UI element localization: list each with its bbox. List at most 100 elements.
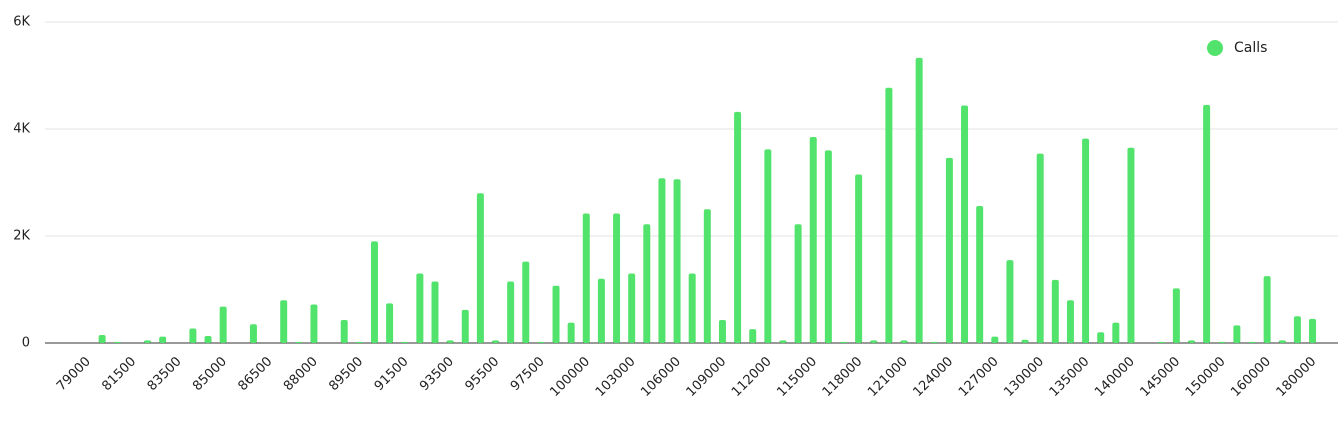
bar [794,224,802,343]
bar [718,319,726,343]
x-tick-label: 150000 [1183,354,1229,400]
bar [930,341,938,343]
bar [900,340,908,343]
bar [446,340,454,343]
bar [976,206,984,343]
bar [1006,260,1014,343]
bar [749,329,757,343]
bar [1263,276,1271,343]
bar [370,241,378,343]
bar [1082,138,1090,343]
bar [1157,341,1165,343]
x-tick-label: 88000 [281,354,321,394]
bar [1097,332,1105,343]
bar [249,324,257,343]
bar [885,87,893,344]
bar [476,193,484,343]
bar [1309,318,1317,343]
x-tick-label: 124000 [911,354,957,400]
x-tick-label: 106000 [638,354,684,400]
bar [295,341,303,343]
bar [991,336,999,343]
bar [1021,339,1029,343]
bar [824,150,832,343]
x-tick-label: 103000 [593,354,639,400]
x-tick-label: 115000 [774,354,820,400]
bar [113,341,121,343]
bar [1248,341,1256,343]
x-tick-label: 109000 [684,354,730,400]
bar [1293,316,1301,343]
y-tick-label: 6K [13,15,30,30]
x-tick-label: 79000 [54,354,94,394]
x-tick-label: 118000 [820,354,866,400]
bar [1233,325,1241,343]
bar [567,322,575,343]
bar [204,336,212,343]
x-tick-label: 180000 [1274,354,1320,400]
x-tick-label: 127000 [956,354,1002,400]
bar [1172,288,1180,343]
bar [280,300,288,343]
x-tick-label: 93500 [417,354,457,394]
x-tick-label: 86500 [236,354,276,394]
x-tick-label: 85000 [190,354,230,394]
bar [870,340,878,343]
x-tick-label: 89500 [326,354,366,394]
x-tick-label: 112000 [729,354,775,400]
x-tick-label: 130000 [1001,354,1047,400]
bar [507,281,515,343]
bar [1218,341,1226,343]
bar [416,273,424,343]
x-tick-label: 160000 [1228,354,1274,400]
bar [219,306,227,343]
x-tick-label: 81500 [99,354,139,394]
x-tick-label: 83500 [145,354,185,394]
bar [537,341,545,343]
bar [840,341,847,343]
bar [1203,104,1211,343]
x-tick-label: 145000 [1137,354,1183,400]
bar [98,334,106,343]
bar [658,178,666,343]
y-tick-label: 2K [13,229,30,244]
bar [401,341,409,343]
bar [552,285,560,343]
bar [688,273,696,343]
bar [855,174,863,343]
legend-label: Calls [1234,40,1267,56]
bar [340,319,348,343]
bar [613,213,621,343]
x-tick-label: 100000 [547,354,593,400]
bar [643,224,651,343]
bar [189,328,197,343]
x-tick-label: 121000 [865,354,911,400]
bar [461,309,469,343]
bar [915,57,923,343]
y-tick-label: 4K [13,122,30,137]
bar [734,111,742,343]
bar [961,105,969,344]
bar [355,341,363,343]
bar [386,303,394,343]
bar [492,340,500,343]
bar [1127,147,1135,343]
bar [945,157,953,343]
bar [673,179,681,343]
bar [1278,340,1286,343]
bar [522,261,530,343]
x-tick-label: 135000 [1047,354,1093,400]
x-tick-label: 91500 [372,354,412,394]
bar [779,340,787,343]
legend-marker [1207,40,1223,56]
x-tick-label: 140000 [1092,354,1138,400]
bar [764,149,772,343]
bar [1036,153,1044,343]
bar [809,137,817,343]
bar [597,278,605,343]
bar [703,209,711,343]
bar [159,336,167,343]
y-tick-label: 0 [22,336,30,351]
bar [310,304,318,343]
